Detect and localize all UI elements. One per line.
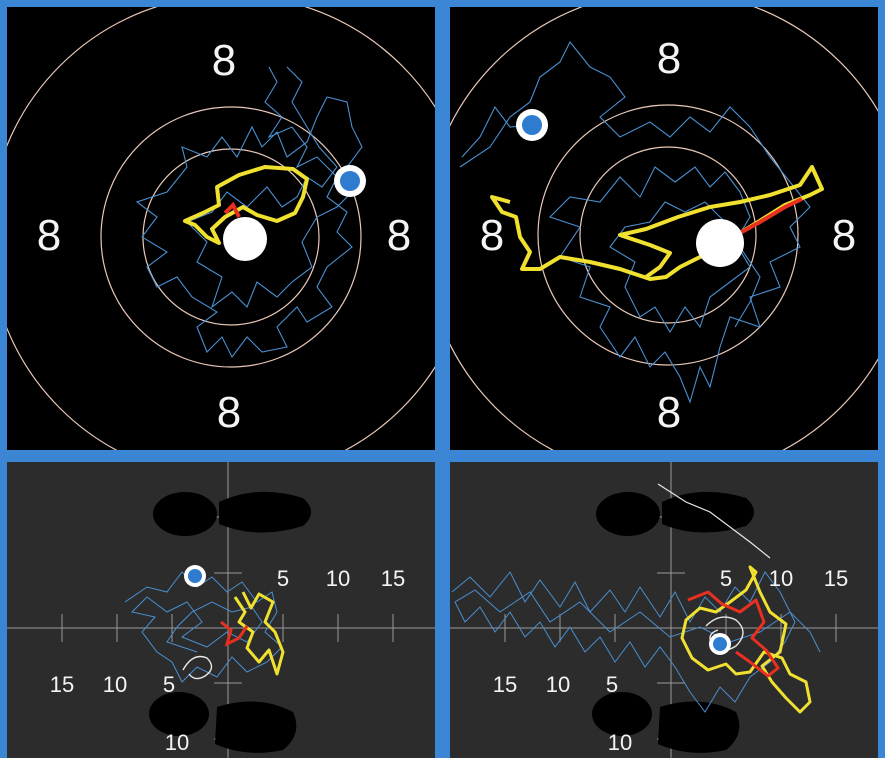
center-of-pressure-marker — [223, 217, 267, 261]
force-plate-panel-bottom-left: 5 10 15 15 10 5 10 — [7, 462, 435, 758]
x-label-neg-15: 15 — [493, 672, 517, 697]
sway-trace-red — [739, 197, 803, 235]
ring-label-left: 8 — [37, 211, 61, 260]
ring-label-right: 8 — [832, 211, 856, 260]
footprint-top — [596, 491, 754, 536]
target-marker — [522, 115, 542, 135]
x-label-15: 15 — [381, 566, 405, 591]
footprint-bottom — [149, 692, 297, 753]
target-plot-top-right: 8 8 8 8 — [450, 7, 878, 450]
y-label-10: 10 — [165, 730, 189, 755]
footprint-top — [153, 491, 311, 536]
ring-label-right: 8 — [387, 211, 411, 260]
sway-trace-white — [705, 616, 744, 652]
sway-trace-white — [182, 655, 213, 680]
middle-ring — [100, 106, 362, 368]
sway-trace-blue — [124, 571, 283, 683]
y-label-10: 10 — [608, 730, 632, 755]
sway-trace-yellow — [183, 165, 309, 245]
sway-trace-red — [220, 620, 249, 647]
sway-trace-blue — [451, 571, 821, 713]
sway-trace-blue — [459, 40, 811, 404]
sway-trace-red — [223, 201, 241, 218]
target-marker — [713, 637, 727, 651]
target-plot-top-left: 8 8 8 8 — [7, 7, 435, 450]
x-label-neg-5: 5 — [606, 672, 618, 697]
x-label-neg-5: 5 — [163, 672, 175, 697]
x-label-neg-10: 10 — [103, 672, 127, 697]
sway-trace-yellow — [680, 565, 812, 714]
x-label-neg-15: 15 — [50, 672, 74, 697]
footprint-bottom — [592, 692, 740, 753]
middle-ring — [537, 104, 799, 366]
ring-label-top: 8 — [657, 34, 681, 83]
force-plate-panel-bottom-right: 5 10 15 15 10 5 10 — [450, 462, 878, 758]
ring-label-bottom: 8 — [217, 388, 241, 437]
x-label-15: 15 — [824, 566, 848, 591]
target-panel-top-left: 8 8 8 8 — [7, 7, 435, 450]
x-label-10: 10 — [769, 566, 793, 591]
x-label-neg-10: 10 — [546, 672, 570, 697]
sway-trace-white-tail — [657, 483, 771, 559]
ring-label-left: 8 — [480, 211, 504, 260]
target-marker — [340, 171, 360, 191]
x-label-10: 10 — [326, 566, 350, 591]
inner-ring — [579, 146, 757, 324]
x-label-5: 5 — [720, 566, 732, 591]
sway-trace-blue — [135, 66, 363, 359]
force-plate-plot-bottom-right: 5 10 15 15 10 5 10 — [450, 462, 878, 758]
sway-trace-red — [687, 590, 780, 678]
ring-label-top: 8 — [212, 36, 236, 85]
center-of-pressure-marker — [696, 219, 744, 267]
sway-trace-yellow — [233, 591, 285, 676]
x-label-5: 5 — [277, 566, 289, 591]
force-plate-plot-bottom-left: 5 10 15 15 10 5 10 — [7, 462, 435, 758]
target-panel-top-right: 8 8 8 8 — [450, 7, 878, 450]
sway-trace-yellow — [490, 165, 824, 281]
target-marker — [188, 569, 202, 583]
ring-label-bottom: 8 — [657, 388, 681, 437]
